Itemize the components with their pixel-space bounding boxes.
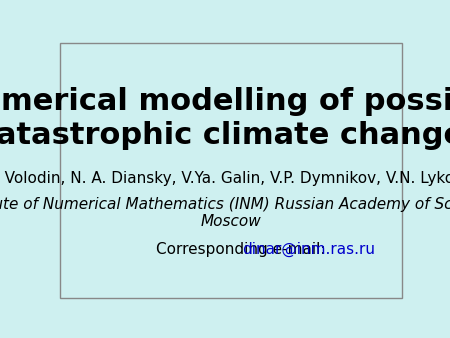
Text: dinar@inm.ras.ru: dinar@inm.ras.ru — [243, 242, 375, 258]
Text: Corresponding e-mail:: Corresponding e-mail: — [157, 242, 331, 257]
Text: E.V. Volodin, N. A. Diansky, V.Ya. Galin, V.P. Dymnikov, V.N. Lykossov: E.V. Volodin, N. A. Diansky, V.Ya. Galin… — [0, 171, 450, 186]
Text: Institute of Numerical Mathematics (INM) Russian Academy of Sciences,
Moscow: Institute of Numerical Mathematics (INM)… — [0, 197, 450, 229]
Text: Numerical modelling of possible
catastrophic climate changes: Numerical modelling of possible catastro… — [0, 88, 450, 150]
FancyBboxPatch shape — [60, 43, 401, 298]
